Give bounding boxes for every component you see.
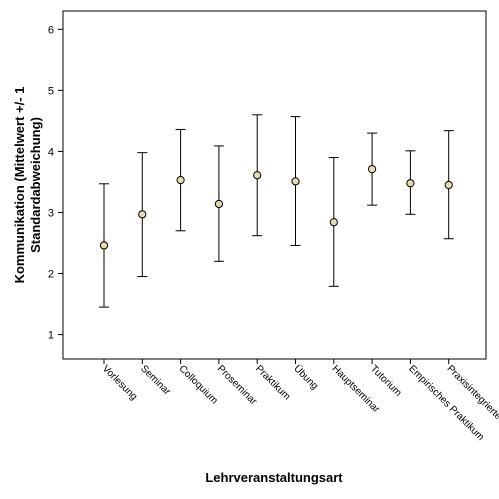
mean-point — [329, 218, 338, 227]
y-axis-title: Kommunikation (Mittelwert +/- 1 Standard… — [12, 87, 43, 284]
mean-point — [253, 171, 262, 180]
mean-point — [214, 199, 223, 209]
x-tick-label: Praktikum — [253, 363, 292, 402]
x-tick-label: Seminar — [138, 363, 173, 398]
mean-point — [406, 179, 415, 188]
y-tick-label: 3 — [48, 207, 54, 219]
x-tick-label: Empirisches Praktikum — [406, 363, 486, 443]
x-tick-label: Tutorium — [368, 363, 403, 398]
x-tick-label: Proseminar — [215, 363, 259, 407]
plot-area — [62, 10, 487, 360]
y-axis: 1 2 3 4 5 6 — [48, 24, 63, 342]
x-axis-labels: Vorlesung Seminar ColloquiumProseminarPrak… — [100, 359, 499, 443]
x-axis-title: Lehrveranstaltungsart — [205, 470, 343, 485]
y-tick-label: 6 — [48, 24, 54, 36]
y-tick-label: 5 — [48, 85, 54, 97]
y-tick-label: 1 — [48, 330, 54, 342]
x-tick-label: Übung — [291, 363, 320, 392]
x-tick-label: Colloquium — [176, 363, 219, 406]
y-axis-title-line-2: Standardabweichung) — [28, 117, 43, 253]
mean-point — [368, 165, 377, 174]
mean-point — [291, 177, 300, 186]
mean-point — [99, 241, 109, 250]
y-tick-label: 4 — [48, 146, 54, 158]
mean-point — [138, 210, 147, 219]
y-axis-title-line-1: Kommunikation (Mittelwert +/- 1 — [12, 87, 27, 284]
error-bars — [99, 114, 454, 308]
mean-point — [444, 180, 453, 190]
mean-point — [176, 176, 185, 185]
y-tick-label: 2 — [48, 269, 54, 281]
x-tick-label: Vorlesung — [100, 363, 139, 402]
